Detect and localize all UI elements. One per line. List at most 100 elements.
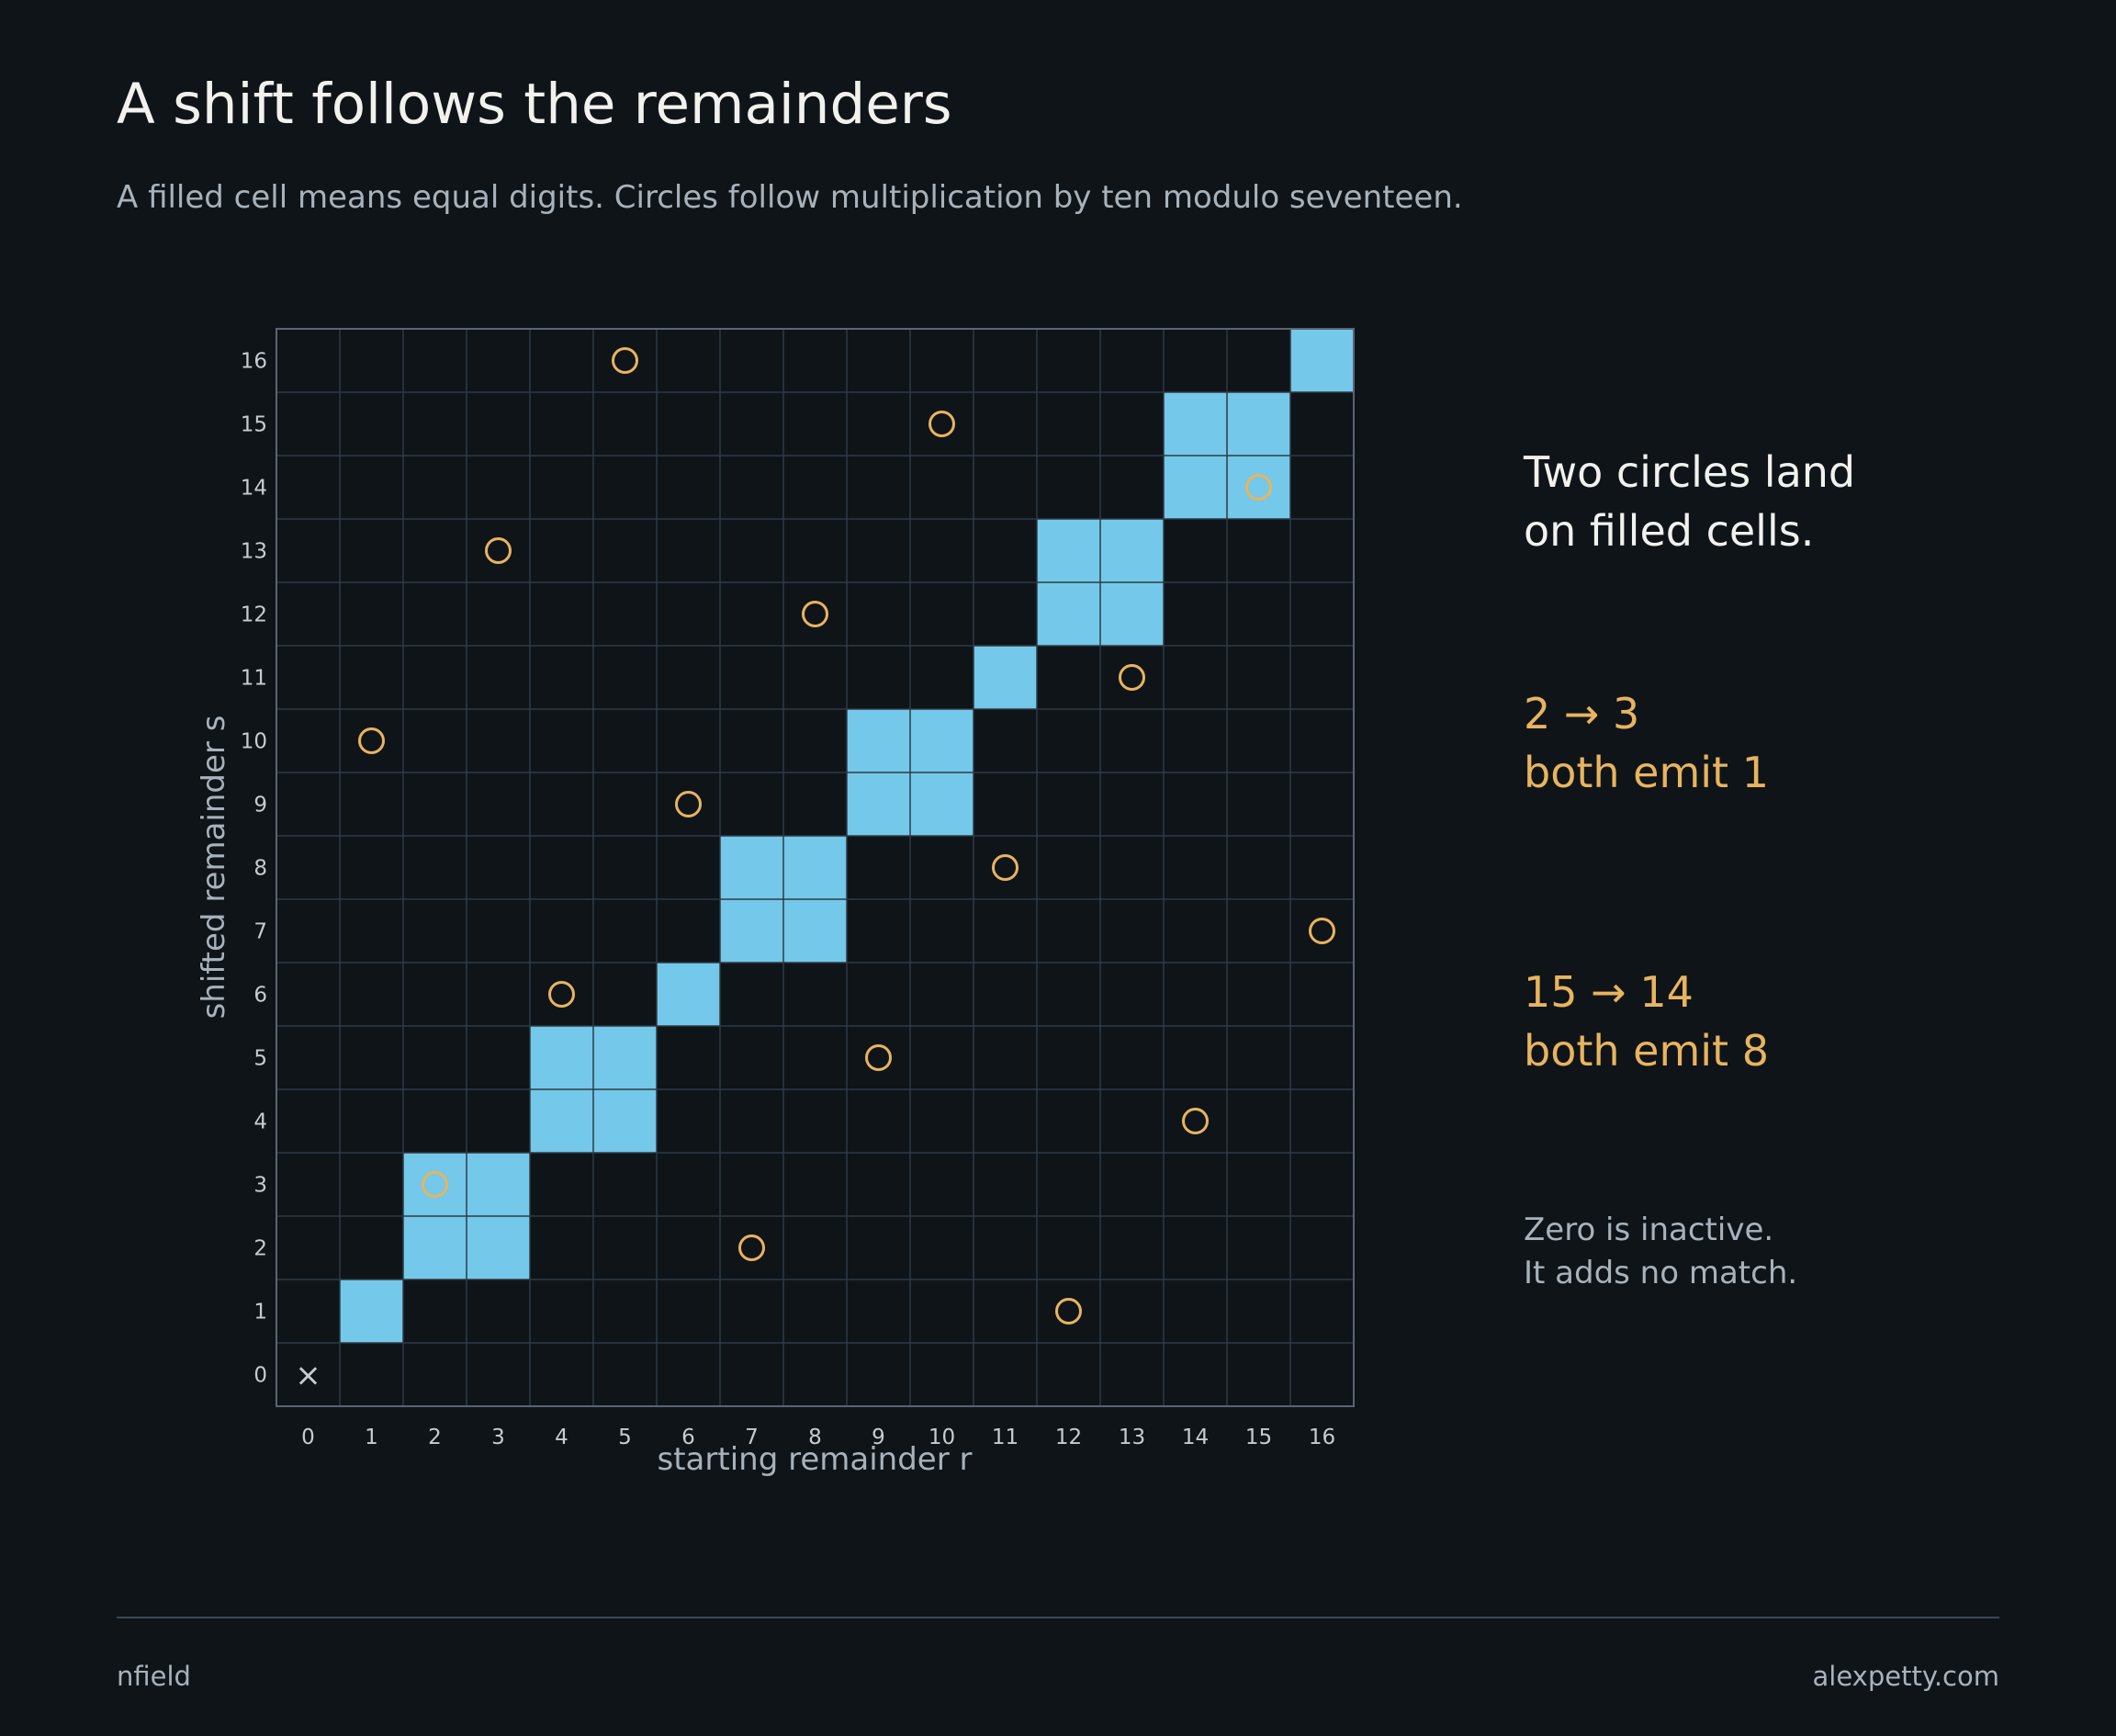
- circle-marks-layer: ×: [295, 347, 1335, 1394]
- x-tick-label: 4: [555, 1426, 568, 1449]
- y-tick-label: 6: [253, 984, 267, 1008]
- filled-cell: [974, 646, 1037, 709]
- x-tick-label: 11: [992, 1426, 1019, 1449]
- x-tick-label: 9: [872, 1426, 885, 1449]
- shift-circle: [1182, 1108, 1209, 1134]
- filled-cell: [593, 1026, 657, 1089]
- shift-circle: [865, 1044, 892, 1071]
- x-axis-label: starting remainder r: [658, 1441, 973, 1478]
- shift-circle: [1245, 474, 1272, 501]
- filled-cell: [910, 772, 974, 836]
- filled-cell: [467, 1153, 530, 1216]
- note-line: Zero is inactive.: [1524, 1212, 1774, 1248]
- filled-cell: [403, 1153, 467, 1216]
- filled-cell: [530, 1089, 593, 1153]
- x-tick-label: 16: [1309, 1426, 1335, 1449]
- note-line: Two circles land: [1524, 447, 1856, 497]
- y-tick-label: 2: [253, 1237, 267, 1261]
- filled-cell: [847, 709, 910, 772]
- x-tick-label: 12: [1055, 1426, 1082, 1449]
- filled-cell: [1227, 456, 1290, 519]
- filled-cell: [1164, 456, 1227, 519]
- y-tick-label: 4: [253, 1110, 267, 1134]
- x-tick-label: 15: [1245, 1426, 1272, 1449]
- filled-cell: [910, 709, 974, 772]
- note-zero-inactive: Zero is inactive. It adds no match.: [1524, 1209, 1797, 1295]
- x-tick-label: 8: [808, 1426, 822, 1449]
- footer-site-link[interactable]: alexpetty.com: [1812, 1661, 2000, 1692]
- y-tick-label: 15: [241, 413, 267, 437]
- note-two-circles: Two circles land on filled cells.: [1524, 443, 2001, 560]
- x-tick-label: 13: [1119, 1426, 1145, 1449]
- y-tick-label: 12: [241, 603, 267, 627]
- note-line: on filled cells.: [1524, 506, 1815, 556]
- footer-divider: [117, 1617, 1999, 1618]
- note-case-2-to-3: 2 → 3 both emit 1: [1524, 684, 1769, 802]
- filled-cell: [467, 1216, 530, 1279]
- x-tick-label: 6: [681, 1426, 695, 1449]
- y-tick-label: 14: [241, 477, 267, 501]
- filled-cells-layer: [276, 329, 1354, 1406]
- x-tick-label: 1: [365, 1426, 378, 1449]
- shift-circle: [358, 727, 385, 754]
- y-tick-label: 13: [241, 540, 267, 564]
- footer-brand: nfield: [117, 1661, 191, 1692]
- y-tick-label: 3: [253, 1174, 267, 1198]
- y-axis-label: shifted remainder s: [196, 716, 232, 1020]
- page-subtitle: A filled cell means equal digits. Circle…: [117, 179, 1463, 216]
- filled-cell: [1100, 519, 1164, 582]
- shift-circle: [675, 791, 702, 817]
- x-tick-label: 3: [491, 1426, 505, 1449]
- filled-cell: [1227, 392, 1290, 456]
- filled-cell: [1037, 519, 1100, 582]
- y-tick-label: 11: [241, 667, 267, 691]
- x-tick-label: 10: [929, 1426, 955, 1449]
- shift-circle: [929, 411, 955, 437]
- note-case-15-to-14: 15 → 14 both emit 8: [1524, 963, 1769, 1080]
- y-tick-label: 10: [241, 730, 267, 754]
- shift-circle: [422, 1171, 448, 1198]
- shift-circle: [548, 981, 575, 1008]
- shift-circle: [1119, 664, 1145, 691]
- y-tick-label: 5: [253, 1047, 267, 1071]
- shift-circle: [1309, 918, 1335, 944]
- filled-cell: [1164, 392, 1227, 456]
- y-tick-label: 0: [253, 1364, 267, 1388]
- x-tick-label: 7: [745, 1426, 759, 1449]
- filled-cell: [847, 772, 910, 836]
- grid-lines-layer: [276, 328, 1355, 1407]
- filled-cell: [657, 963, 720, 1026]
- note-line: 15 → 14: [1524, 967, 1694, 1017]
- shift-circle: [612, 347, 638, 374]
- filled-cell: [1037, 582, 1100, 646]
- note-line: both emit 1: [1524, 748, 1769, 797]
- filled-cell: [340, 1279, 403, 1343]
- note-line: It adds no match.: [1524, 1255, 1798, 1291]
- filled-cell: [1290, 329, 1354, 392]
- tick-labels-layer: 0 1 2 3 4 5 6 7 8 9 10 11 12 13 14 15 160123456789101112…: [241, 350, 1335, 1450]
- x-tick-label: 0: [301, 1426, 315, 1449]
- y-tick-label: 7: [253, 920, 267, 944]
- shift-circle: [485, 537, 512, 564]
- shift-circle: [738, 1234, 765, 1261]
- x-tick-label: 5: [618, 1426, 632, 1449]
- y-tick-label: 16: [241, 350, 267, 374]
- filled-cell: [783, 836, 847, 899]
- y-tick-label: 1: [253, 1301, 267, 1325]
- filled-cell: [720, 836, 783, 899]
- page-title: A shift follows the remainders: [117, 72, 952, 137]
- x-tick-label: 14: [1182, 1426, 1209, 1449]
- shift-circle: [1055, 1298, 1082, 1325]
- filled-cell: [1100, 582, 1164, 646]
- x-tick-label: 2: [428, 1426, 442, 1449]
- plot-frame: [276, 328, 1355, 1407]
- filled-cell: [593, 1089, 657, 1153]
- filled-cell: [783, 899, 847, 963]
- shift-circle: [992, 854, 1019, 881]
- filled-cell: [530, 1026, 593, 1089]
- y-tick-label: 9: [253, 794, 267, 817]
- note-line: 2 → 3: [1524, 689, 1640, 738]
- shift-circle: [802, 601, 828, 627]
- inactive-zero-marker: ×: [295, 1358, 321, 1394]
